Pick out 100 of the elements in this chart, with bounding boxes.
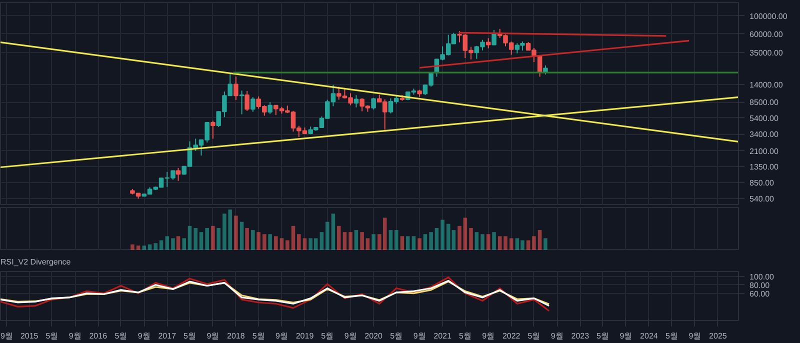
x-tick-label: 5월 [252,332,265,340]
bar [240,222,244,250]
bar [280,238,284,250]
bar [171,238,175,250]
bar [336,226,341,250]
bar [234,216,238,250]
x-tick-label: 9월 [344,332,357,340]
bar [245,228,249,250]
bar [211,226,215,250]
candlestick [492,29,496,46]
bar [274,236,278,250]
bar [136,246,140,250]
x-tick-label: 9월 [0,332,13,340]
bar [256,232,260,250]
x-tick-label: 9월 [413,332,426,340]
bar [446,224,450,250]
bar [520,240,524,250]
bar [366,238,370,250]
bar [325,222,330,250]
bar [216,228,220,250]
bar [394,230,398,250]
x-tick-label: 2018 [227,332,246,340]
bar [382,218,387,250]
y-tick-label: 35000.00 [750,48,784,58]
bar [360,232,364,250]
y-tick-label: 8500.00 [750,98,779,108]
x-tick-label: 5월 [46,332,58,340]
bar [474,232,479,250]
bar [480,234,484,250]
x-tick-label: 5월 [666,332,678,340]
bar [526,240,530,250]
bar [348,232,352,250]
bar [412,236,416,250]
bar [176,236,180,250]
bar [251,230,255,250]
bar [291,226,296,250]
bar [400,236,404,250]
bar [320,232,324,250]
bar [205,228,209,250]
bar [308,238,312,250]
x-tick-label: 5월 [184,332,196,340]
y-tick-label: 540.00 [750,194,775,204]
bar [544,238,548,250]
bar [429,232,433,250]
candlestick [268,102,272,114]
x-tick-label: 2022 [502,332,521,340]
bar [262,234,266,250]
x-tick-label: 5월 [114,332,128,340]
bar [342,232,347,250]
bar [354,230,358,250]
bar [372,234,376,250]
bar [418,238,422,250]
x-tick-label: 9월 [206,332,220,340]
x-tick-label: 9월 [276,332,288,340]
x-tick-label: 2015 [20,332,39,340]
x-tick-label: 9월 [482,332,495,340]
bar [331,214,336,250]
x-tick-label: 2025 [709,332,728,340]
bar [142,246,146,250]
bar [509,238,514,250]
candlestick [210,120,216,140]
x-tick-label: 5월 [390,332,403,340]
bar [154,243,158,250]
y-tick-label: 14000.00 [750,80,784,90]
bar [504,236,508,250]
candlestick [234,76,238,100]
bar [297,234,301,250]
x-tick-label: 2017 [158,332,177,340]
x-tick-label: 9월 [620,332,632,340]
x-tick-label: 5월 [596,332,610,340]
bar [228,210,232,250]
bar [515,238,520,250]
bar [469,228,473,250]
x-tick-label: 9월 [68,332,82,340]
x-tick-label: 2020 [364,332,383,340]
bar [286,240,290,250]
bar [463,218,468,250]
x-tick-label: 2019 [296,332,314,340]
bar [314,238,318,250]
bar [194,228,198,250]
bar [268,234,272,250]
x-tick-label: 9월 [550,332,564,340]
x-tick-label: 5월 [528,332,540,340]
y-tick-label: 60000.00 [750,30,784,39]
candlestick [239,90,244,115]
x-tick-label: 2024 [640,332,658,340]
bar [452,230,456,250]
bar [492,232,496,250]
x-tick-label: 5월 [458,332,472,340]
x-tick-label: 2016 [89,332,108,340]
bar [486,234,490,250]
bar [458,226,462,250]
bar [130,244,134,250]
candlestick [250,96,256,112]
y-tick-label: 3400.00 [750,130,779,140]
bar [165,236,170,250]
candlestick [176,167,181,182]
y-tick-label: 2100.00 [750,146,779,156]
bar [222,214,226,250]
y-tick-label: 850.00 [750,178,775,188]
